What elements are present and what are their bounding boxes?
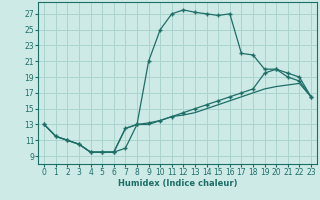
X-axis label: Humidex (Indice chaleur): Humidex (Indice chaleur) xyxy=(118,179,237,188)
